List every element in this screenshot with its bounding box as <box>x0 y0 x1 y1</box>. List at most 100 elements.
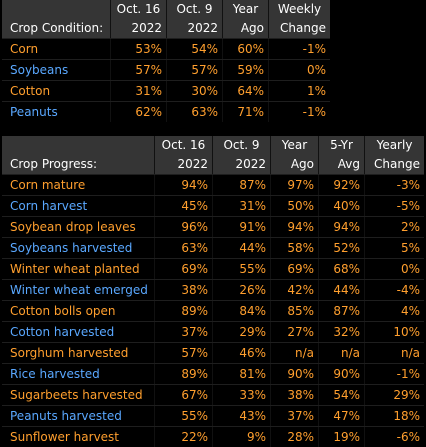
row-value: 26% <box>212 280 270 300</box>
row-value: 10% <box>364 322 424 342</box>
row-value: 69% <box>270 259 318 279</box>
row-label: Peanuts <box>10 105 58 119</box>
row-value: 85% <box>270 301 318 321</box>
row-value: 50% <box>270 196 318 216</box>
table-row: Soybeans 57% 57% 59% 0% <box>2 59 330 80</box>
header-row-sub: Crop Condition: 2022 2022 Ago Change <box>2 19 330 38</box>
table-row: Peanuts harvested 55% 43% 37% 47% 18% <box>2 405 424 426</box>
row-label: Soybeans <box>10 63 69 77</box>
row-value: -5% <box>364 196 424 216</box>
header-col-oct9: Oct. 9 <box>166 0 222 19</box>
row-value: 57% <box>154 343 212 363</box>
header-col-ago: Ago <box>222 19 268 38</box>
header-col-oct16: Oct. 16 <box>110 0 166 19</box>
row-value: 96% <box>154 217 212 237</box>
row-value: 63% <box>166 102 222 122</box>
row-value: 44% <box>212 238 270 258</box>
row-value: -4% <box>364 280 424 300</box>
row-value: 28% <box>270 427 318 447</box>
crop-progress-header: Oct. 16 Oct. 9 Year 5-Yr Yearly Crop Pro… <box>2 136 424 174</box>
header-col-yearly: Yearly <box>364 136 424 155</box>
row-value: 54% <box>318 385 364 405</box>
row-value: 71% <box>222 102 268 122</box>
row-value: 43% <box>212 406 270 426</box>
row-value: 27% <box>270 322 318 342</box>
header-col-2022b: 2022 <box>212 155 270 174</box>
row-value: 18% <box>364 406 424 426</box>
row-value: 4% <box>364 301 424 321</box>
row-value: 94% <box>318 217 364 237</box>
row-value: 69% <box>154 259 212 279</box>
row-value: 54% <box>166 39 222 59</box>
table-row: Cotton 31% 30% 64% 1% <box>2 80 330 101</box>
table-row: Sorghum harvested 57% 46% n/a n/a n/a <box>2 342 424 363</box>
row-value: 44% <box>318 280 364 300</box>
row-label: Cotton harvested <box>10 325 115 339</box>
crop-progress-body: Corn mature 94% 87% 97% 92% -3% Corn harvest 45… <box>2 174 424 447</box>
row-value: 57% <box>166 60 222 80</box>
row-label: Winter wheat planted <box>10 262 140 276</box>
row-value: 19% <box>318 427 364 447</box>
row-label: Sunflower harvest <box>10 430 120 444</box>
row-value: 92% <box>318 175 364 195</box>
crop-progress-table: Oct. 16 Oct. 9 Year 5-Yr Yearly Crop Pro… <box>2 136 424 447</box>
row-label: Corn mature <box>10 178 86 192</box>
row-value: 5% <box>364 238 424 258</box>
row-label: Corn harvest <box>10 199 88 213</box>
row-value: 2% <box>364 217 424 237</box>
crop-condition-header: Oct. 16 Oct. 9 Year Weekly Crop Conditio… <box>2 0 330 38</box>
row-value: 55% <box>154 406 212 426</box>
row-value: 22% <box>154 427 212 447</box>
table-row: Corn 53% 54% 60% -1% <box>2 38 330 59</box>
row-value: 0% <box>364 259 424 279</box>
header-col-oct16: Oct. 16 <box>154 136 212 155</box>
table-row: Cotton harvested 37% 29% 27% 32% 10% <box>2 321 424 342</box>
row-value: 97% <box>270 175 318 195</box>
row-value: 37% <box>270 406 318 426</box>
row-value: 84% <box>212 301 270 321</box>
header-blank <box>2 136 154 155</box>
row-value: 53% <box>110 39 166 59</box>
header-col-change: Change <box>268 19 330 38</box>
row-value: 63% <box>154 238 212 258</box>
row-value: 60% <box>222 39 268 59</box>
header-col-ago: Ago <box>270 155 318 174</box>
row-value: 52% <box>318 238 364 258</box>
table-row: Sugarbeets harvested 67% 33% 38% 54% 29% <box>2 384 424 405</box>
row-label: Peanuts harvested <box>10 409 122 423</box>
row-value: 47% <box>318 406 364 426</box>
header-col-2022b: 2022 <box>166 19 222 38</box>
row-value: 32% <box>318 322 364 342</box>
table-label: Crop Progress: <box>10 157 98 171</box>
header-blank <box>2 0 110 19</box>
row-value: 45% <box>154 196 212 216</box>
row-value: 29% <box>212 322 270 342</box>
row-value: 42% <box>270 280 318 300</box>
header-col-oct9: Oct. 9 <box>212 136 270 155</box>
table-row: Peanuts 62% 63% 71% -1% <box>2 101 330 122</box>
row-value: 87% <box>318 301 364 321</box>
table-row: Corn harvest 45% 31% 50% 40% -5% <box>2 195 424 216</box>
row-value: 30% <box>166 81 222 101</box>
row-value: 0% <box>268 60 330 80</box>
row-value: -6% <box>364 427 424 447</box>
row-label: Corn <box>10 42 39 56</box>
row-value: 57% <box>110 60 166 80</box>
row-value: 67% <box>154 385 212 405</box>
row-value: 87% <box>212 175 270 195</box>
row-value: 62% <box>110 102 166 122</box>
row-value: 90% <box>270 364 318 384</box>
row-value: 89% <box>154 301 212 321</box>
row-label: Winter wheat emerged <box>10 283 148 297</box>
table-row: Cotton bolls open 89% 84% 85% 87% 4% <box>2 300 424 321</box>
row-value: n/a <box>318 343 364 363</box>
table-row: Winter wheat planted 69% 55% 69% 68% 0% <box>2 258 424 279</box>
row-value: 90% <box>318 364 364 384</box>
crop-condition-body: Corn 53% 54% 60% -1% Soybeans 57% 57% 59% 0% Cotto… <box>2 38 330 122</box>
row-value: 46% <box>212 343 270 363</box>
table-row: Soybeans harvested 63% 44% 58% 52% 5% <box>2 237 424 258</box>
row-value: -1% <box>268 39 330 59</box>
table-row: Soybean drop leaves 96% 91% 94% 94% 2% <box>2 216 424 237</box>
table-row: Winter wheat emerged 38% 26% 42% 44% -4% <box>2 279 424 300</box>
row-value: 64% <box>222 81 268 101</box>
